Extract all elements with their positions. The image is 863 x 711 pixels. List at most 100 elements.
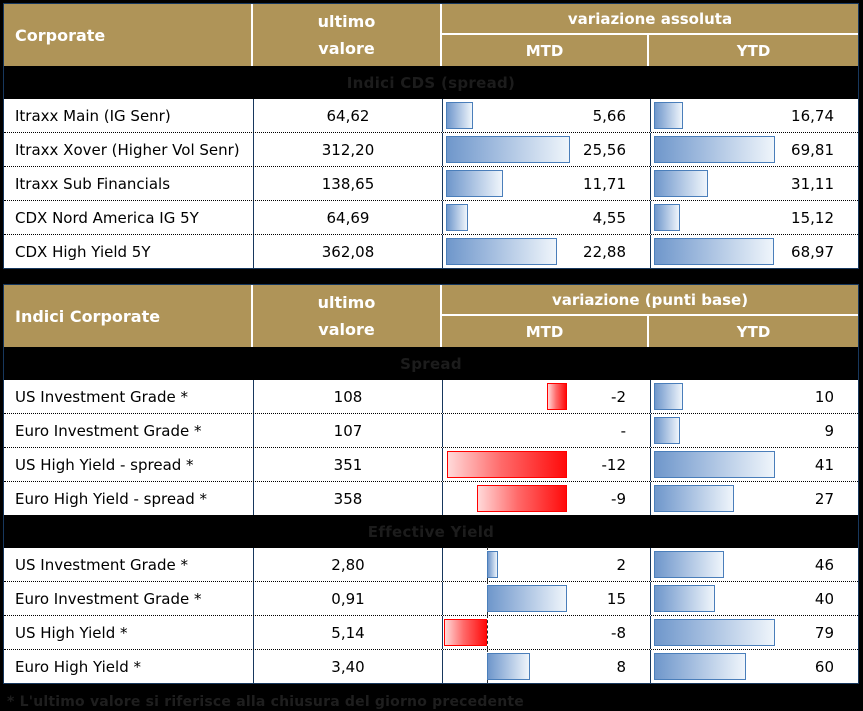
mtd-bar-cell: 25,56 [442, 133, 650, 166]
mtd-bar-cell: 22,88 [442, 235, 650, 268]
data-bar-red [447, 451, 568, 478]
row-label: Euro Investment Grade * [15, 421, 202, 440]
row-label: Itraxx Sub Financials [15, 174, 171, 193]
table-row: US Investment Grade * 2,80 2 46 [4, 547, 858, 581]
table-row: US High Yield - spread * 351 -12 41 [4, 447, 858, 481]
mtd-column-header: MTD [442, 35, 649, 66]
last-value-header-line1: ultimo [317, 12, 376, 31]
data-bar-blue [445, 204, 468, 231]
row-label: Itraxx Main (IG Senr) [15, 106, 171, 125]
mtd-bar-cell: -8 [442, 615, 650, 649]
ytd-bar-cell: 10 [650, 380, 858, 413]
row-label: US High Yield * [15, 623, 128, 642]
last-value-cell: 0,91 [253, 582, 442, 615]
cds-table: Corporate ultimo valore variazione assol… [3, 3, 859, 269]
cell-value: - [620, 421, 626, 440]
table-row: CDX High Yield 5Y 362,08 22,88 68,97 [4, 234, 858, 268]
cell-value: 31,11 [791, 174, 834, 193]
cell-value: 27 [814, 489, 834, 508]
table-row: US Investment Grade * 108 -2 10 [4, 380, 858, 413]
ytd-column-header: YTD [736, 41, 771, 60]
section-rows: US Investment Grade * 108 -2 10 Euro Investm… [4, 380, 858, 515]
data-bar-blue [653, 417, 681, 444]
data-bar-blue [445, 102, 474, 129]
footnote: * L'ultimo valore si riferisce alla chiu… [7, 694, 525, 710]
variation-group-label: variazione (punti base) [442, 285, 858, 316]
data-bar-blue [445, 170, 503, 197]
table-row: CDX Nord America IG 5Y 64,69 4,55 15,12 [4, 200, 858, 234]
cell-value: 9 [824, 421, 834, 440]
mtd-bar-cell: 5,66 [442, 99, 650, 132]
variation-group-label: variazione assoluta [442, 4, 858, 35]
data-bar-blue [653, 238, 774, 265]
row-label: US Investment Grade * [15, 555, 188, 574]
data-bar-blue [487, 551, 498, 578]
table-row: Itraxx Sub Financials 138,65 11,71 31,11 [4, 166, 858, 200]
ytd-bar-cell: 60 [650, 650, 858, 683]
ytd-bar-cell: 41 [650, 448, 858, 481]
ytd-bar-cell: 27 [650, 482, 858, 515]
ytd-bar-cell: 40 [650, 582, 858, 615]
cell-value: 11,71 [583, 174, 626, 193]
data-bar-blue [487, 653, 530, 680]
mtd-bar-cell: 15 [442, 581, 650, 615]
cell-value: 4,55 [592, 208, 626, 227]
ytd-column-header: YTD [736, 322, 771, 341]
row-label: Euro Investment Grade * [15, 589, 202, 608]
ytd-bar-cell: 31,11 [650, 167, 858, 200]
data-bar-red [444, 619, 488, 646]
mtd-bar-cell: 4,55 [442, 201, 650, 234]
section-band: Effective Yield [4, 515, 858, 548]
data-bar-blue [445, 238, 557, 265]
mtd-column-header: MTD [442, 316, 649, 347]
table-row: Itraxx Xover (Higher Vol Senr) 312,20 25,5… [4, 132, 858, 166]
table-row: Euro High Yield * 3,40 8 60 [4, 649, 858, 683]
last-value-cell: 358 [253, 482, 442, 515]
section-rows: Itraxx Main (IG Senr) 64,62 5,66 16,74 Itrax… [4, 99, 858, 268]
cds-table-body: Indici CDS (spread) Itraxx Main (IG Senr)… [4, 66, 858, 268]
last-value-cell: 5,14 [253, 616, 442, 649]
table-row: US High Yield * 5,14 -8 79 [4, 615, 858, 649]
data-bar-blue [653, 653, 746, 680]
last-value-header-line1: ultimo [317, 293, 376, 312]
cell-value: 60 [814, 657, 834, 676]
ytd-bar-cell: 9 [650, 414, 858, 447]
last-value-cell: 3,40 [253, 650, 442, 683]
last-value-header-line2: valore [318, 39, 375, 58]
mtd-bar-cell: 8 [442, 649, 650, 683]
cell-value: 46 [814, 555, 834, 574]
cell-value: 2 [616, 555, 626, 574]
cell-value: 69,81 [791, 140, 834, 159]
data-bar-blue [653, 451, 775, 478]
mtd-bar-cell: -9 [442, 482, 650, 515]
cell-value: 10 [814, 387, 834, 406]
last-value-cell: 362,08 [253, 235, 442, 268]
data-bar-blue [653, 551, 725, 578]
row-label: Itraxx Xover (Higher Vol Senr) [15, 140, 240, 159]
cell-value: 16,74 [791, 106, 834, 125]
cell-value: -9 [611, 489, 626, 508]
mtd-bar-cell: 11,71 [442, 167, 650, 200]
table-row: Itraxx Main (IG Senr) 64,62 5,66 16,74 [4, 99, 858, 132]
data-bar-red [547, 383, 568, 410]
table-row: Euro Investment Grade * 107 - 9 [4, 413, 858, 447]
cell-value: 68,97 [791, 242, 834, 261]
cell-value: 41 [814, 455, 834, 474]
variation-group-header: variazione (punti base) MTD YTD [442, 285, 858, 347]
data-bar-blue [653, 170, 708, 197]
data-bar-blue [653, 383, 684, 410]
last-value-cell: 64,62 [253, 99, 442, 132]
variation-subheaders: MTD YTD [442, 316, 858, 347]
cell-value: 40 [814, 589, 834, 608]
ytd-bar-cell: 79 [650, 616, 858, 649]
mtd-bar-cell: -12 [442, 448, 650, 481]
ytd-bar-cell: 15,12 [650, 201, 858, 234]
row-label: US Investment Grade * [15, 387, 188, 406]
last-value-cell: 107 [253, 414, 442, 447]
data-bar-blue [653, 619, 775, 646]
table-row: Euro High Yield - spread * 358 -9 27 [4, 481, 858, 515]
mtd-bar-cell: 2 [442, 547, 650, 581]
table-title: Corporate [4, 4, 253, 66]
ytd-bar-cell: 69,81 [650, 133, 858, 166]
